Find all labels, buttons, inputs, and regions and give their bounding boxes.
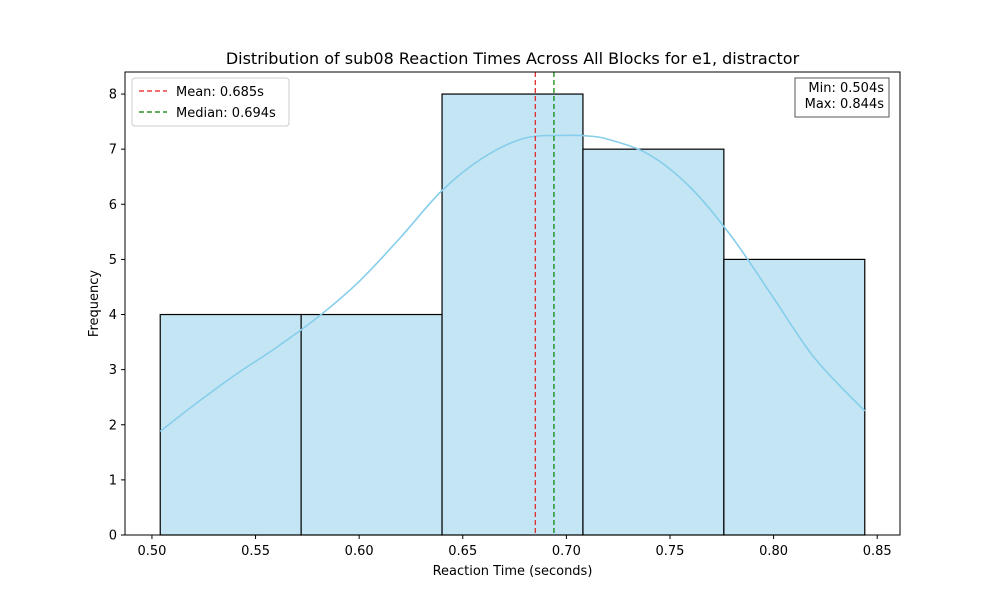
histogram-bar-4	[723, 258, 866, 536]
x-tick-label-0: 0.50	[137, 544, 166, 559]
histogram-bar-1	[300, 313, 443, 536]
x-tick-label-2: 0.60	[345, 544, 374, 559]
histogram-bar-3	[582, 148, 725, 536]
y-tick-label-3: 3	[109, 363, 117, 378]
y-tick-label-6: 6	[109, 198, 117, 213]
legend-median-label: Median: 0.694s	[176, 106, 276, 121]
legend-box	[131, 77, 290, 127]
y-tick-label-1: 1	[109, 473, 117, 488]
x-tick-label-3: 0.65	[448, 544, 477, 559]
y-ticks-layer: 0 1 2 3 4 5 6 7 8	[109, 88, 125, 544]
x-tick-label-6: 0.80	[759, 544, 788, 559]
axes-frame	[124, 71, 901, 536]
x-ticks-layer: 0.50 0.55 0.60 0.65 0.70 0.75 0.80 0.85	[137, 535, 892, 559]
histogram-bar-0	[159, 313, 302, 536]
y-axis-label: Frequency	[87, 270, 102, 337]
y-tick-label-5: 5	[109, 253, 117, 268]
legend: Mean: 0.685s Median: 0.694s	[131, 77, 290, 127]
x-tick-label-4: 0.70	[552, 544, 581, 559]
x-axis-label: Reaction Time (seconds)	[433, 564, 593, 579]
y-tick-label-8: 8	[109, 88, 117, 103]
y-tick-label-4: 4	[109, 308, 117, 323]
x-tick-label-1: 0.55	[241, 544, 270, 559]
stats-min-label: Min: 0.504s	[808, 81, 884, 96]
histogram-bar-2	[441, 93, 584, 536]
x-tick-label-7: 0.85	[863, 544, 892, 559]
chart-title: Distribution of sub08 Reaction Times Acr…	[226, 49, 800, 68]
x-tick-label-5: 0.75	[656, 544, 685, 559]
stats-box-frame	[794, 77, 890, 118]
legend-mean-label: Mean: 0.685s	[176, 85, 264, 100]
stats-box: Min: 0.504s Max: 0.844s	[794, 77, 890, 118]
kde-curve	[159, 134, 866, 433]
bars-layer	[159, 93, 866, 536]
stats-max-label: Max: 0.844s	[805, 97, 885, 112]
y-tick-label-7: 7	[109, 143, 117, 158]
kde-layer	[159, 134, 866, 433]
reference-lines-layer	[534, 72, 555, 535]
y-tick-label-2: 2	[109, 418, 117, 433]
y-tick-label-0: 0	[109, 529, 117, 544]
